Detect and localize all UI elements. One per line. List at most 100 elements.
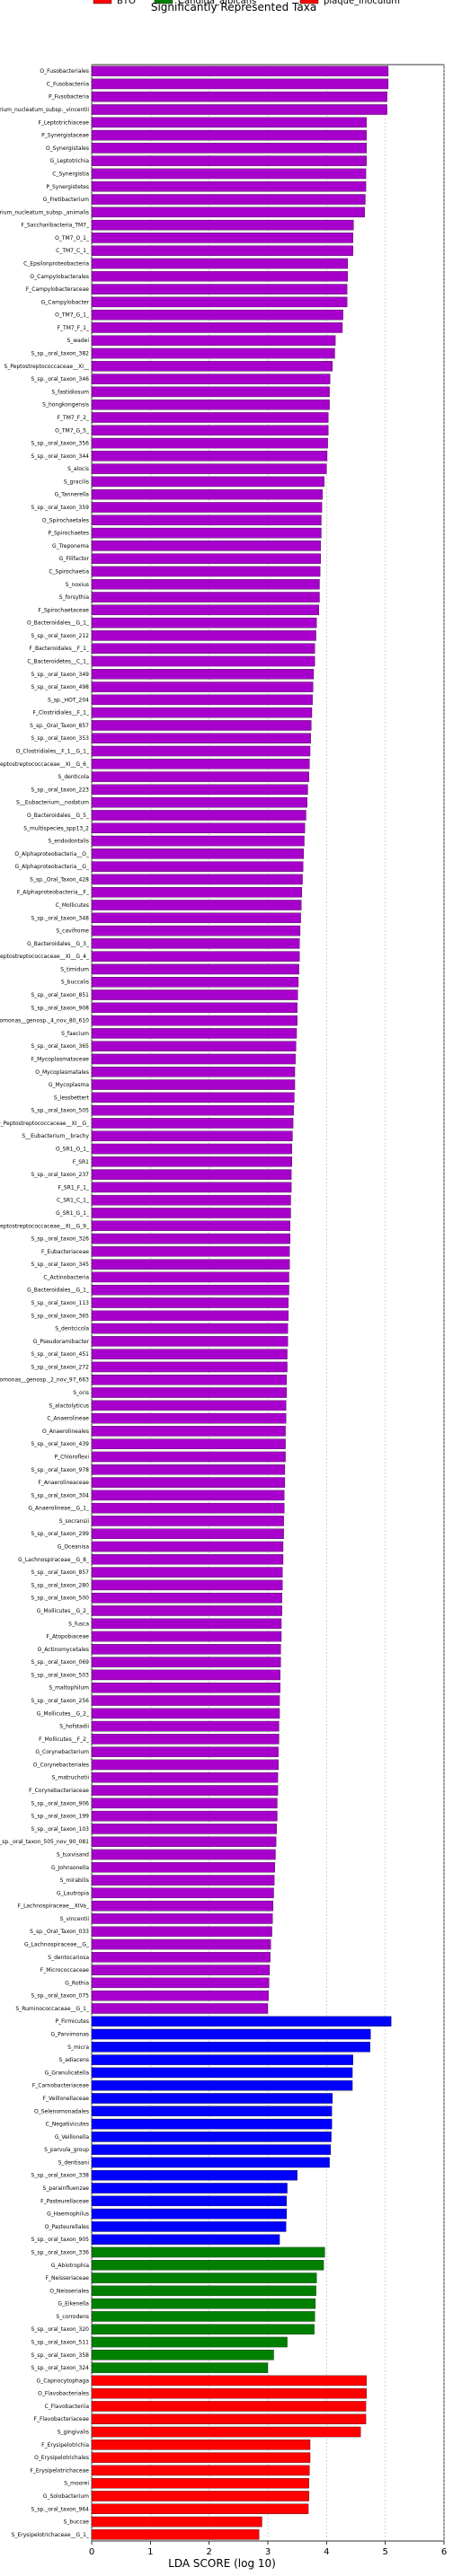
bar-label: F_Mollicutes__F_2_ <box>39 1736 90 1743</box>
bar-label: S_Peptostreptococcaceae__XI__G_6_ <box>0 761 90 768</box>
x-tick-label: 3 <box>265 2547 271 2557</box>
bar-label: S_sp._oral_taxon_345 <box>31 1262 90 1268</box>
bar <box>91 1990 269 2001</box>
bar-label: O_Anaerolineales <box>42 1429 89 1435</box>
bar-label: C_Synergistia <box>52 171 89 177</box>
bar <box>91 1002 298 1014</box>
bar-labels: O_Fusobacteriales C_Fusobacteriia P_Fusoba… <box>0 68 90 2538</box>
bar-label: S_sp._oral_taxon_272 <box>31 1364 90 1370</box>
bar-label: G_Granulicatella <box>45 2070 90 2076</box>
bar <box>91 347 335 359</box>
bar <box>91 2234 280 2245</box>
bar <box>91 117 367 128</box>
bar <box>91 1464 286 1475</box>
bar <box>91 2440 311 2450</box>
bar <box>91 720 312 731</box>
bar <box>91 1618 282 1629</box>
legend: BTO Candida_albicans plaque_inoculum <box>93 0 400 6</box>
bar-label: G_Lachnospiraceae__G_ <box>24 1942 90 1948</box>
bar-label: S_noxius <box>66 582 89 588</box>
bar <box>91 1785 279 1796</box>
bar-label: F_SR1 <box>73 1159 89 1165</box>
bar <box>91 1426 286 1437</box>
bar <box>91 2426 361 2438</box>
bar-label: F_Mycoplasmataceae <box>31 1056 90 1062</box>
bar-label: O_SR1_O_1_ <box>56 1147 90 1153</box>
bar <box>91 938 300 949</box>
bar-label: S_parainfluenzae <box>42 2185 89 2192</box>
bar-label: S_sp._oral_taxon_857 <box>31 1569 90 1576</box>
bar-label: F_Eubacteriaceae <box>41 1249 89 1255</box>
bar-label: O_Pasteurellales <box>45 2224 89 2230</box>
legend-swatch <box>299 0 319 4</box>
bar-label: S_wadei <box>67 338 89 344</box>
bar <box>91 2401 367 2412</box>
bar <box>91 412 329 423</box>
bar <box>91 1798 278 1809</box>
bar <box>91 463 327 474</box>
bar <box>91 1516 284 1526</box>
x-tick-label: 1 <box>147 2547 153 2557</box>
bar-label: S_sp._oral_taxon_356 <box>31 441 90 447</box>
bar-label: F_Corynebacteriaceae <box>29 1788 89 1794</box>
bar <box>91 1541 284 1552</box>
bar-label: S_parvula_group <box>44 2147 89 2153</box>
bar <box>91 1015 298 1026</box>
bar <box>91 1759 279 1771</box>
bar <box>91 1631 282 1642</box>
bar <box>91 951 300 962</box>
bar <box>91 2144 332 2155</box>
bar-label: S_gingivalis <box>58 2430 89 2436</box>
bar <box>91 1592 282 1604</box>
x-tick-label: 2 <box>206 2547 211 2557</box>
bar <box>91 784 308 796</box>
bar-label: G_Lachnospiraceae__G_8_ <box>18 1557 90 1563</box>
bar <box>91 476 324 488</box>
bar <box>91 1156 292 1167</box>
legend-swatch <box>93 0 112 4</box>
bar-label: S_dentcicola <box>55 1326 89 1332</box>
bar-label: O_Spirochaetales <box>42 517 89 523</box>
bar <box>91 1579 283 1591</box>
bar <box>91 527 322 539</box>
bar-label: G_Solobacterium <box>43 2493 89 2500</box>
bar-label: O_Mycoplasmatales <box>35 1069 89 1076</box>
bar <box>91 2491 309 2501</box>
bar-label: S_fastidiosum <box>51 389 89 395</box>
bar <box>91 1875 275 1886</box>
bar-label: S_multispecies_spp13_2 <box>23 825 89 831</box>
bar <box>91 1913 273 1924</box>
bar-label: S_sp._oral_taxon_451 <box>31 1351 90 1358</box>
bar <box>91 1375 288 1385</box>
bar <box>91 1271 289 1283</box>
bar <box>91 707 313 718</box>
bar-label: O_Campylobacterales <box>30 274 89 280</box>
bar-label: O_Bacteroidales__G_5_ <box>27 813 90 819</box>
bar-label: F_Lachnospiraceae__XIVa_ <box>18 1903 90 1910</box>
bar-label: S_sp._oral_taxon_320 <box>31 2326 90 2333</box>
bar <box>91 745 311 757</box>
bar <box>91 2157 330 2168</box>
bar-label: S_timidum <box>60 966 89 972</box>
bar-label: O_Actinomycetales <box>38 1647 89 1653</box>
bar <box>91 1849 276 1860</box>
bar-label: G_Tannerella <box>55 492 90 498</box>
bar <box>91 2311 315 2322</box>
bar <box>91 514 322 526</box>
bar <box>91 1130 293 1141</box>
bar <box>91 1259 290 1270</box>
bar <box>91 245 353 256</box>
bar-label: C_Spirochaetia <box>49 568 89 575</box>
bar <box>91 155 367 166</box>
bar-label: S_sp._oral_taxon_353 <box>31 735 90 742</box>
legend-swatch <box>154 0 173 4</box>
bar <box>91 194 366 205</box>
bar-label: C_Anaerolineae <box>47 1416 89 1422</box>
bar <box>91 1310 289 1322</box>
bar <box>91 2016 392 2027</box>
bar-label: S_sp._oral_taxon_349 <box>31 672 90 678</box>
bar-label: S_Peptostreptococcaceae__XI__G_4_ <box>0 954 90 960</box>
bar <box>91 1412 287 1424</box>
bar-label: G_Corynebacterium <box>35 1749 89 1755</box>
bar-label: O_Alphaproteobacteria__O_ <box>14 851 90 857</box>
